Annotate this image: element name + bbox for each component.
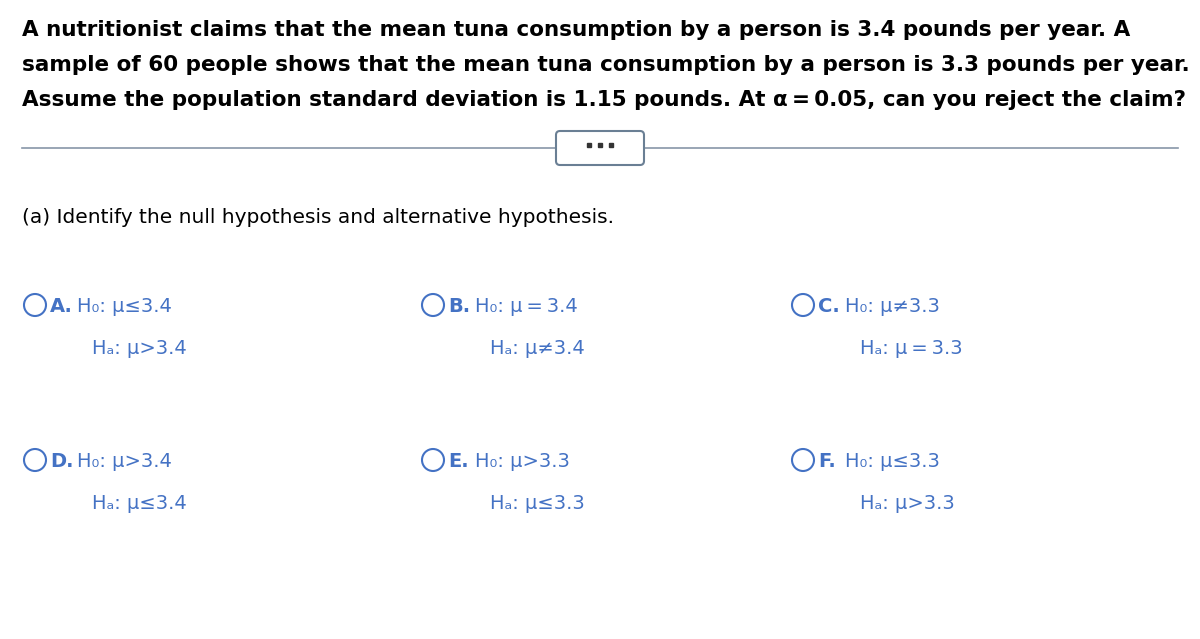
FancyBboxPatch shape [556, 131, 644, 165]
Text: D.: D. [50, 452, 73, 471]
Text: sample of 60 people shows that the mean tuna consumption by a person is 3.3 poun: sample of 60 people shows that the mean … [22, 55, 1189, 75]
Text: H₀: μ>3.4: H₀: μ>3.4 [77, 452, 172, 471]
Text: H₀: μ = 3.4: H₀: μ = 3.4 [475, 297, 577, 316]
Text: Hₐ: μ = 3.3: Hₐ: μ = 3.3 [860, 339, 962, 358]
Text: A.: A. [50, 297, 73, 316]
Text: Hₐ: μ>3.3: Hₐ: μ>3.3 [860, 494, 955, 513]
Text: Hₐ: μ>3.4: Hₐ: μ>3.4 [92, 339, 187, 358]
Text: Hₐ: μ≠3.4: Hₐ: μ≠3.4 [490, 339, 584, 358]
Text: H₀: μ≤3.4: H₀: μ≤3.4 [77, 297, 172, 316]
Text: E.: E. [448, 452, 469, 471]
Text: F.: F. [818, 452, 835, 471]
Text: A nutritionist claims that the mean tuna consumption by a person is 3.4 pounds p: A nutritionist claims that the mean tuna… [22, 20, 1130, 40]
Text: Hₐ: μ≤3.4: Hₐ: μ≤3.4 [92, 494, 187, 513]
Text: H₀: μ≤3.3: H₀: μ≤3.3 [845, 452, 940, 471]
Text: B.: B. [448, 297, 470, 316]
Text: Hₐ: μ≤3.3: Hₐ: μ≤3.3 [490, 494, 584, 513]
Text: H₀: μ>3.3: H₀: μ>3.3 [475, 452, 570, 471]
Text: C.: C. [818, 297, 840, 316]
Text: (a) Identify the null hypothesis and alternative hypothesis.: (a) Identify the null hypothesis and alt… [22, 208, 614, 227]
Text: H₀: μ≠3.3: H₀: μ≠3.3 [845, 297, 940, 316]
Text: Assume the population standard deviation is 1.15 pounds. At α = 0.05, can you re: Assume the population standard deviation… [22, 90, 1186, 110]
